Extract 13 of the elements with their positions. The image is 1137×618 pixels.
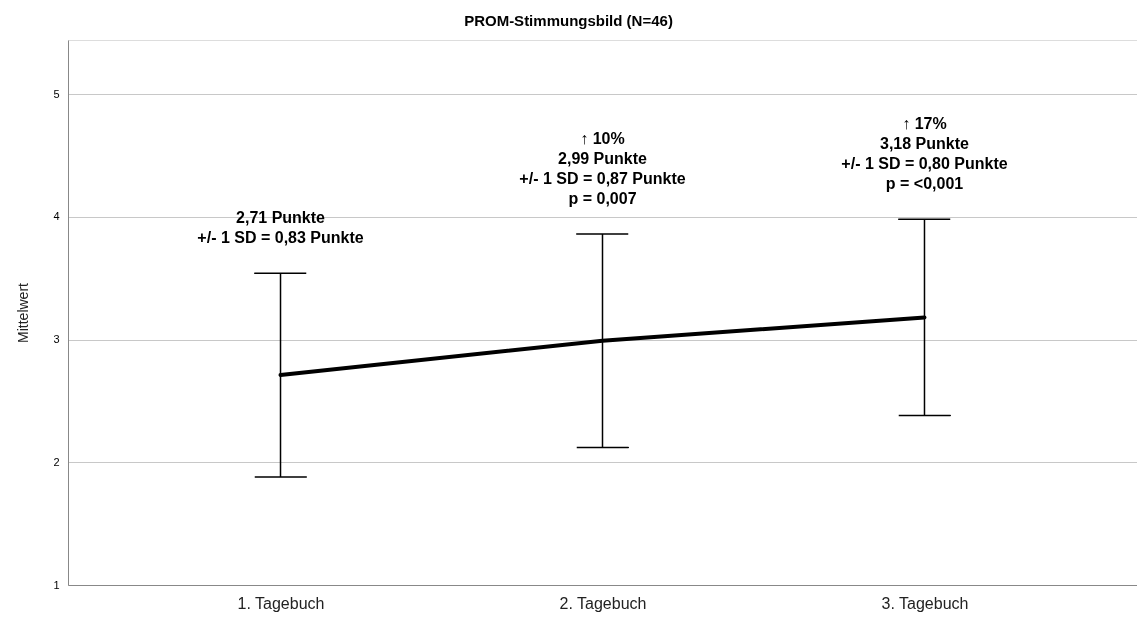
y-tick-label: 3 [53, 333, 60, 345]
annotation: 2,71 Punkte +/- 1 SD = 0,83 Punkte [197, 209, 364, 247]
y-axis-title: Mittelwert [15, 282, 32, 343]
x-tick-label: 3. Tagebuch [881, 594, 969, 612]
y-tick-label: 1 [53, 578, 60, 591]
chart-title: PROM-Stimmungsbild (N=46) [464, 12, 673, 29]
x-tick-label: 1. Tagebuch [237, 594, 325, 612]
y-tick-label: 5 [53, 87, 60, 100]
annotation: ↑ 10% 2,99 Punkte +/- 1 SD = 0,87 Punkte p = 0,007 [519, 129, 686, 207]
y-tick-label: 2 [53, 455, 60, 468]
annotation: ↑ 17% 3,18 Punkte +/- 1 SD = 0,80 Punkte p = <0,001 [841, 115, 1008, 193]
x-tick-label: 2. Tagebuch [559, 594, 647, 612]
y-tick-label: 4 [53, 210, 60, 223]
